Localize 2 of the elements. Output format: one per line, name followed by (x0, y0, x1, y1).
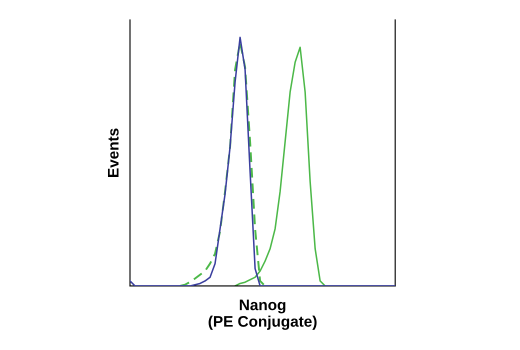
x-axis-title: Nanog (PE Conjugate) (208, 300, 317, 330)
y-axis-title: Events (108, 128, 119, 177)
